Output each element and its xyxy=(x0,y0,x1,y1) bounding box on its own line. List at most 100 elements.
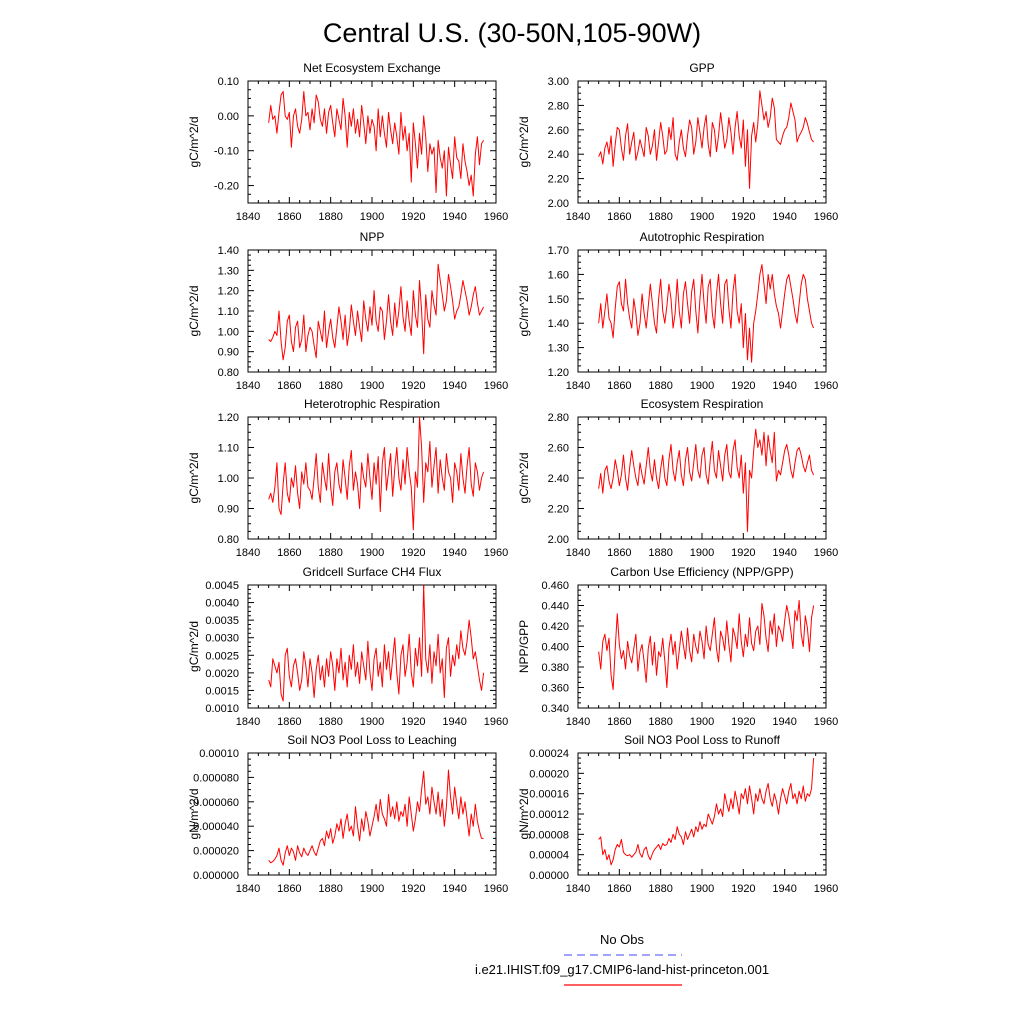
carbon-use-efficiency-npp-gpp-xtick-label: 1880 xyxy=(648,716,672,728)
soil-no3-pool-loss-to-runoff-chart: Soil NO3 Pool Loss to Runoff gN/m^2/d 1840… xyxy=(517,733,838,895)
heterotrophic-respiration-ylabel: gC/m^2/d xyxy=(187,453,201,504)
carbon-use-efficiency-npp-gpp-series-line xyxy=(598,599,815,691)
autotrophic-respiration-title: Autotrophic Respiration xyxy=(640,230,765,244)
heterotrophic-respiration-frame xyxy=(247,416,497,540)
carbon-use-efficiency-npp-gpp-ytick-label: 0.380 xyxy=(541,662,569,674)
carbon-use-efficiency-npp-gpp-ytick-label: 0.460 xyxy=(541,580,569,592)
soil-no3-pool-loss-to-runoff-ytick-label: 0.00008 xyxy=(529,829,569,841)
soil-no3-pool-loss-to-leaching-ytick-label: 0.000000 xyxy=(193,870,239,882)
gpp-xtick-label: 1900 xyxy=(690,211,714,223)
soil-no3-pool-loss-to-runoff-ytick-label: 0.00016 xyxy=(529,789,569,801)
gridcell-surface-ch4-flux-title: Gridcell Surface CH4 Flux xyxy=(303,565,442,579)
soil-no3-pool-loss-to-leaching-ytick-label: 0.00010 xyxy=(199,748,239,760)
ecosystem-respiration-title: Ecosystem Respiration xyxy=(641,397,764,411)
heterotrophic-respiration-ytick-label: 1.20 xyxy=(218,412,239,424)
carbon-use-efficiency-npp-gpp-xtick-label: 1860 xyxy=(607,716,631,728)
heterotrophic-respiration-xtick-label: 1880 xyxy=(318,547,342,559)
soil-no3-pool-loss-to-runoff-ytick-label: 0.00000 xyxy=(529,870,569,882)
net-ecosystem-exchange-ytick-label: 0.10 xyxy=(218,76,239,88)
gridcell-surface-ch4-flux-ytick-label: 0.0040 xyxy=(205,598,239,610)
npp-chart: NPP gC/m^2/d 1840 1860 1880 1900 1920 1940 1960 0… xyxy=(187,230,508,392)
soil-no3-pool-loss-to-leaching-ytick-label: 0.000060 xyxy=(193,797,239,809)
legend-label-obs: No Obs xyxy=(600,932,645,947)
ecosystem-respiration-ytick-label: 2.20 xyxy=(548,504,569,516)
gpp-xtick-label: 1960 xyxy=(814,211,838,223)
soil-no3-pool-loss-to-leaching-chart: Soil NO3 Pool Loss to Leaching gN/m^2/d 18… xyxy=(187,733,508,895)
soil-no3-pool-loss-to-leaching-title: Soil NO3 Pool Loss to Leaching xyxy=(287,733,456,747)
soil-no3-pool-loss-to-runoff-title: Soil NO3 Pool Loss to Runoff xyxy=(624,733,781,747)
heterotrophic-respiration-ytick-label: 1.00 xyxy=(218,473,239,485)
gpp-ytick-label: 2.60 xyxy=(548,125,569,137)
gpp-xtick-label: 1920 xyxy=(731,211,755,223)
soil-no3-pool-loss-to-runoff-ylabel: gN/m^2/d xyxy=(517,789,531,840)
autotrophic-respiration-xtick-label: 1840 xyxy=(566,380,590,392)
legend-label-model: i.e21.IHIST.f09_g17.CMIP6-land-hist-prin… xyxy=(475,962,769,977)
npp-xtick-label: 1940 xyxy=(442,380,466,392)
npp-ylabel: gC/m^2/d xyxy=(187,286,201,337)
carbon-use-efficiency-npp-gpp-chart: Carbon Use Efficiency (NPP/GPP) NPP/GPP 18… xyxy=(517,565,838,728)
autotrophic-respiration-ytick-label: 1.40 xyxy=(548,318,569,330)
gridcell-surface-ch4-flux-xtick-label: 1900 xyxy=(360,716,384,728)
autotrophic-respiration-xtick-label: 1880 xyxy=(648,380,672,392)
autotrophic-respiration-ytick-label: 1.50 xyxy=(548,294,569,306)
gridcell-surface-ch4-flux-xtick-label: 1840 xyxy=(236,716,260,728)
autotrophic-respiration-ytick-label: 1.20 xyxy=(548,367,569,379)
gridcell-surface-ch4-flux-chart: Gridcell Surface CH4 Flux gC/m^2/d 1840 186… xyxy=(187,565,508,728)
carbon-use-efficiency-npp-gpp-xtick-label: 1920 xyxy=(731,716,755,728)
soil-no3-pool-loss-to-runoff-xtick-label: 1920 xyxy=(731,883,755,895)
heterotrophic-respiration-xtick-label: 1940 xyxy=(442,547,466,559)
gridcell-surface-ch4-flux-ytick-label: 0.0025 xyxy=(205,650,239,662)
gridcell-surface-ch4-flux-ytick-label: 0.0030 xyxy=(205,633,239,645)
npp-ytick-label: 1.40 xyxy=(218,245,239,257)
gridcell-surface-ch4-flux-xtick-label: 1860 xyxy=(277,716,301,728)
carbon-use-efficiency-npp-gpp-ytick-label: 0.360 xyxy=(541,683,569,695)
soil-no3-pool-loss-to-runoff-ytick-label: 0.00020 xyxy=(529,768,569,780)
soil-no3-pool-loss-to-leaching-ytick-label: 0.000020 xyxy=(193,846,239,858)
net-ecosystem-exchange-xtick-label: 1840 xyxy=(236,211,260,223)
net-ecosystem-exchange-title: Net Ecosystem Exchange xyxy=(303,61,441,75)
npp-ytick-label: 0.90 xyxy=(218,347,239,359)
npp-xtick-label: 1880 xyxy=(318,380,342,392)
soil-no3-pool-loss-to-runoff-xtick-label: 1860 xyxy=(607,883,631,895)
npp-xtick-label: 1920 xyxy=(401,380,425,392)
chart-panels: Net Ecosystem Exchange gC/m^2/d 1840 1860 18… xyxy=(187,61,838,895)
carbon-use-efficiency-npp-gpp-xtick-label: 1960 xyxy=(814,716,838,728)
gridcell-surface-ch4-flux-series-line xyxy=(268,585,485,702)
soil-no3-pool-loss-to-leaching-xtick-label: 1860 xyxy=(277,883,301,895)
carbon-use-efficiency-npp-gpp-xtick-label: 1940 xyxy=(772,716,796,728)
ecosystem-respiration-ytick-label: 2.00 xyxy=(548,534,569,546)
npp-xtick-label: 1900 xyxy=(360,380,384,392)
net-ecosystem-exchange-frame xyxy=(247,80,497,204)
ecosystem-respiration-xtick-label: 1880 xyxy=(648,547,672,559)
net-ecosystem-exchange-ytick-label: -0.10 xyxy=(214,146,239,158)
heterotrophic-respiration-xtick-label: 1960 xyxy=(484,547,508,559)
gridcell-surface-ch4-flux-ytick-label: 0.0045 xyxy=(205,580,239,592)
soil-no3-pool-loss-to-leaching-xtick-label: 1920 xyxy=(401,883,425,895)
autotrophic-respiration-xtick-label: 1920 xyxy=(731,380,755,392)
net-ecosystem-exchange-xtick-label: 1900 xyxy=(360,211,384,223)
heterotrophic-respiration-ytick-label: 1.10 xyxy=(218,443,239,455)
autotrophic-respiration-xtick-label: 1960 xyxy=(814,380,838,392)
carbon-use-efficiency-npp-gpp-xtick-label: 1840 xyxy=(566,716,590,728)
gridcell-surface-ch4-flux-ytick-label: 0.0010 xyxy=(205,703,239,715)
gpp-ytick-label: 3.00 xyxy=(548,76,569,88)
ecosystem-respiration-frame xyxy=(577,416,827,540)
heterotrophic-respiration-xtick-label: 1920 xyxy=(401,547,425,559)
gpp-ytick-label: 2.40 xyxy=(548,149,569,161)
npp-series-line xyxy=(268,263,485,361)
soil-no3-pool-loss-to-leaching-ylabel: gN/m^2/d xyxy=(187,789,201,840)
gpp-ytick-label: 2.80 xyxy=(548,100,569,112)
autotrophic-respiration-ytick-label: 1.60 xyxy=(548,269,569,281)
soil-no3-pool-loss-to-runoff-ytick-label: 0.00012 xyxy=(529,809,569,821)
gridcell-surface-ch4-flux-ytick-label: 0.0015 xyxy=(205,685,239,697)
soil-no3-pool-loss-to-leaching-xtick-label: 1940 xyxy=(442,883,466,895)
soil-no3-pool-loss-to-runoff-frame xyxy=(577,752,827,876)
npp-xtick-label: 1860 xyxy=(277,380,301,392)
ecosystem-respiration-xtick-label: 1840 xyxy=(566,547,590,559)
ecosystem-respiration-xtick-label: 1920 xyxy=(731,547,755,559)
npp-title: NPP xyxy=(360,230,385,244)
npp-xtick-label: 1840 xyxy=(236,380,260,392)
carbon-use-efficiency-npp-gpp-ytick-label: 0.400 xyxy=(541,642,569,654)
net-ecosystem-exchange-ytick-label: -0.20 xyxy=(214,181,239,193)
heterotrophic-respiration-xtick-label: 1900 xyxy=(360,547,384,559)
